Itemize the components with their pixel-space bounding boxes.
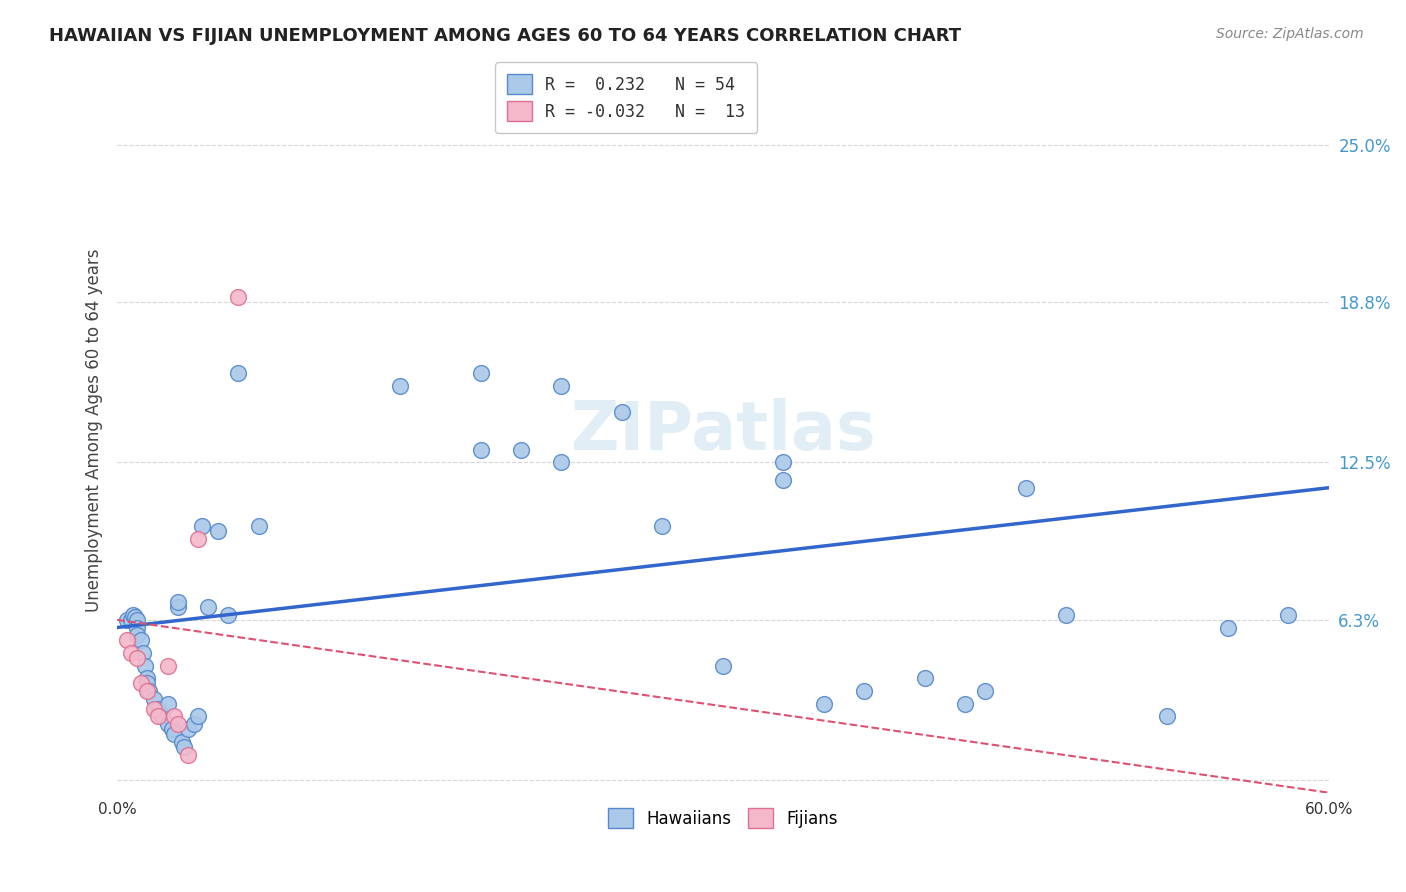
Point bbox=[177, 722, 200, 736]
Point bbox=[228, 290, 250, 304]
Point bbox=[550, 379, 572, 393]
Point bbox=[853, 684, 876, 698]
Point bbox=[813, 697, 835, 711]
Point bbox=[1015, 481, 1038, 495]
Point bbox=[160, 722, 183, 736]
Point bbox=[131, 633, 153, 648]
Point bbox=[207, 524, 229, 538]
Point bbox=[131, 676, 153, 690]
Point bbox=[163, 709, 186, 723]
Point bbox=[136, 676, 159, 690]
Point bbox=[120, 646, 142, 660]
Point bbox=[914, 671, 936, 685]
Point bbox=[122, 607, 145, 622]
Point bbox=[187, 709, 209, 723]
Point bbox=[117, 633, 139, 648]
Point bbox=[1054, 607, 1077, 622]
Point bbox=[127, 620, 149, 634]
Point bbox=[651, 519, 673, 533]
Text: HAWAIIAN VS FIJIAN UNEMPLOYMENT AMONG AGES 60 TO 64 YEARS CORRELATION CHART: HAWAIIAN VS FIJIAN UNEMPLOYMENT AMONG AG… bbox=[49, 27, 962, 45]
Point bbox=[388, 379, 411, 393]
Y-axis label: Unemployment Among Ages 60 to 64 years: Unemployment Among Ages 60 to 64 years bbox=[86, 249, 103, 612]
Point bbox=[150, 709, 173, 723]
Point bbox=[953, 697, 976, 711]
Point bbox=[166, 600, 188, 615]
Point bbox=[470, 442, 492, 457]
Point bbox=[772, 455, 794, 469]
Point bbox=[974, 684, 997, 698]
Point bbox=[146, 709, 169, 723]
Point bbox=[470, 367, 492, 381]
Point bbox=[120, 613, 142, 627]
Point bbox=[136, 684, 159, 698]
Point bbox=[127, 651, 149, 665]
Point bbox=[127, 613, 149, 627]
Point bbox=[124, 610, 146, 624]
Point bbox=[177, 747, 200, 762]
Point bbox=[191, 519, 214, 533]
Point bbox=[711, 658, 734, 673]
Point bbox=[134, 658, 156, 673]
Point bbox=[197, 600, 219, 615]
Point bbox=[156, 697, 179, 711]
Point bbox=[156, 658, 179, 673]
Point bbox=[1156, 709, 1178, 723]
Point bbox=[142, 691, 165, 706]
Point bbox=[138, 684, 160, 698]
Point bbox=[173, 739, 195, 754]
Point bbox=[146, 702, 169, 716]
Point bbox=[610, 404, 633, 418]
Point bbox=[247, 519, 270, 533]
Point bbox=[228, 367, 250, 381]
Point bbox=[510, 442, 533, 457]
Point bbox=[136, 671, 159, 685]
Point bbox=[132, 646, 155, 660]
Point bbox=[187, 532, 209, 546]
Point bbox=[183, 717, 205, 731]
Point bbox=[217, 607, 239, 622]
Legend: Hawaiians, Fijians: Hawaiians, Fijians bbox=[602, 801, 845, 835]
Point bbox=[166, 595, 188, 609]
Text: ZIPatlas: ZIPatlas bbox=[571, 398, 875, 464]
Text: Source: ZipAtlas.com: Source: ZipAtlas.com bbox=[1216, 27, 1364, 41]
Point bbox=[170, 735, 193, 749]
Point bbox=[1216, 620, 1239, 634]
Point bbox=[166, 717, 188, 731]
Point bbox=[550, 455, 572, 469]
Point bbox=[772, 473, 794, 487]
Point bbox=[156, 717, 179, 731]
Point bbox=[163, 727, 186, 741]
Point bbox=[1277, 607, 1299, 622]
Point bbox=[142, 702, 165, 716]
Point bbox=[117, 613, 139, 627]
Point bbox=[127, 628, 149, 642]
